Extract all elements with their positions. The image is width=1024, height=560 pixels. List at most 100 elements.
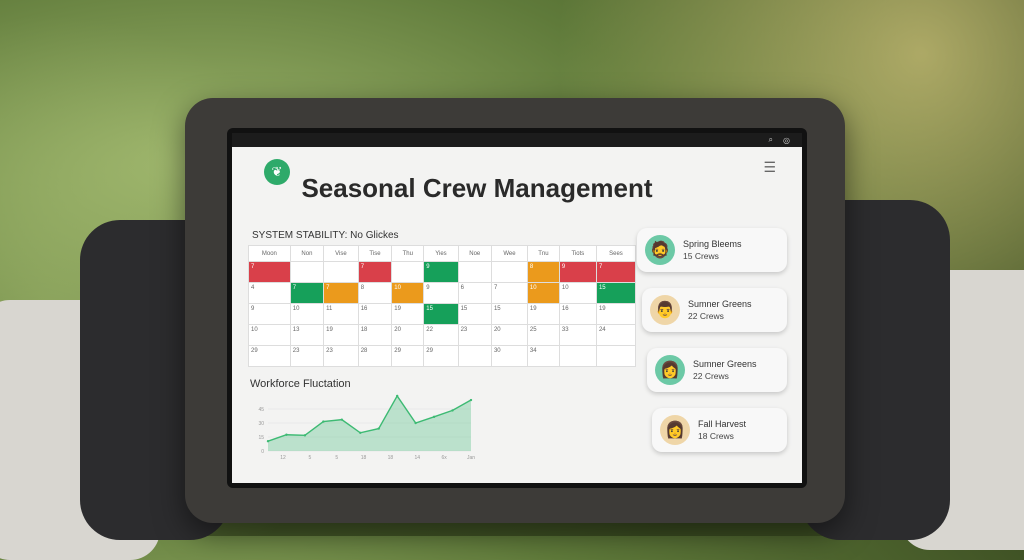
data-point [359, 431, 362, 434]
calendar-header: Yies [423, 245, 459, 262]
calendar-day-cell[interactable]: 19 [526, 303, 560, 325]
crew-name: Sumner Greens [693, 359, 757, 369]
calendar-day-cell[interactable]: 7 [289, 282, 325, 304]
calendar-day-cell[interactable]: 9 [248, 303, 291, 325]
x-tick-label: 5 [308, 455, 311, 461]
calendar-day-cell[interactable]: 23 [457, 324, 492, 346]
x-tick-label: 5 [335, 455, 338, 461]
calendar-day-cell[interactable]: 19 [391, 303, 425, 325]
calendar-day-cell[interactable]: 20 [391, 324, 425, 346]
calendar-day-cell[interactable]: 9 [423, 282, 459, 304]
calendar-row: 10 13 19 18 20 22 23 20 25 33 24 [248, 324, 637, 346]
calendar-day-cell[interactable]: 22 [423, 324, 459, 346]
screen: ⌕ ◎ ❦ ☰ Seasonal Crew Management SYSTEM … [232, 133, 802, 483]
calendar-day-cell[interactable]: 23 [323, 345, 359, 367]
calendar-day-cell[interactable]: 33 [558, 324, 597, 346]
calendar-day-cell[interactable]: 7 [490, 282, 528, 304]
calendar-day-cell[interactable]: 7 [248, 261, 291, 283]
calendar-header: Wee [490, 245, 528, 262]
calendar-day-cell[interactable]: 15 [595, 282, 637, 304]
calendar-day-cell[interactable]: 15 [490, 303, 528, 325]
calendar-day-cell[interactable]: 13 [289, 324, 325, 346]
crew-count: 22 Crews [688, 311, 724, 321]
y-tick-label: 30 [258, 421, 264, 427]
calendar-day-cell[interactable]: 10 [391, 282, 425, 304]
x-tick-label: 14 [415, 455, 421, 461]
calendar-day-cell[interactable]: 7 [323, 282, 359, 304]
calendar-header: Noe [457, 245, 492, 262]
calendar-row: 4 7 7 8 10 9 6 7 10 10 15 [248, 282, 637, 304]
calendar-day-cell[interactable]: 10 [289, 303, 325, 325]
tablet: ⌕ ◎ ❦ ☰ Seasonal Crew Management SYSTEM … [185, 98, 845, 523]
calendar-day-cell[interactable] [289, 261, 325, 283]
crew-card[interactable]: 👩 Fall Harvest 18 Crews [652, 408, 787, 452]
calendar-day-cell[interactable] [595, 345, 637, 367]
calendar-title: SYSTEM STABILITY: No Glickes [252, 230, 399, 241]
hamburger-icon[interactable]: ☰ [763, 159, 776, 175]
calendar-day-cell[interactable] [323, 261, 359, 283]
calendar-day-cell[interactable]: 34 [526, 345, 560, 367]
calendar-day-cell[interactable]: 15 [423, 303, 459, 325]
calendar-header: Tise [357, 245, 393, 262]
calendar-day-cell[interactable]: 9 [558, 261, 597, 283]
calendar-day-cell[interactable]: 8 [526, 261, 560, 283]
x-tick-label: 6x [442, 455, 448, 461]
calendar-day-cell[interactable]: 30 [490, 345, 528, 367]
calendar-day-cell[interactable]: 10 [558, 282, 597, 304]
y-tick-label: 15 [258, 435, 264, 441]
data-point [266, 440, 270, 443]
calendar-day-cell[interactable]: 6 [457, 282, 492, 304]
avatar: 👨 [650, 295, 680, 325]
tablet-bezel: ⌕ ◎ ❦ ☰ Seasonal Crew Management SYSTEM … [227, 128, 807, 488]
calendar-day-cell[interactable] [490, 261, 528, 283]
calendar-day-cell[interactable]: 29 [391, 345, 425, 367]
calendar-day-cell[interactable]: 28 [357, 345, 393, 367]
series-line [267, 394, 472, 442]
calendar-day-cell[interactable]: 29 [248, 345, 291, 367]
calendar-day-cell[interactable]: 20 [490, 324, 528, 346]
calendar-day-cell[interactable]: 29 [423, 345, 459, 367]
crew-card[interactable]: 👨 Sumner Greens 22 Crews [642, 288, 787, 332]
calendar-day-cell[interactable]: 19 [323, 324, 359, 346]
crew-name: Sumner Greens [688, 299, 752, 309]
crew-card[interactable]: 🧔 Spring Bleems 15 Crews [637, 228, 787, 272]
data-point [340, 418, 344, 421]
data-point [469, 398, 473, 402]
calendar-header: Thu [391, 245, 425, 262]
calendar-day-cell[interactable]: 9 [423, 261, 459, 283]
calendar-day-cell[interactable]: 25 [526, 324, 560, 346]
search-icon[interactable]: ⌕ [768, 135, 774, 144]
calendar-header: Vise [323, 245, 359, 262]
status-bar: ⌕ ◎ [232, 133, 802, 147]
calendar-day-cell[interactable]: 10 [526, 282, 560, 304]
calendar-day-cell[interactable] [558, 345, 597, 367]
calendar-day-cell[interactable]: 8 [357, 282, 393, 304]
calendar-day-cell[interactable]: 11 [323, 303, 359, 325]
calendar-day-cell[interactable]: 16 [558, 303, 597, 325]
calendar-day-cell[interactable] [391, 261, 425, 283]
calendar-day-cell[interactable]: 15 [457, 303, 492, 325]
calendar-day-cell[interactable]: 18 [357, 324, 393, 346]
settings-icon[interactable]: ◎ [783, 135, 790, 145]
data-point [395, 394, 399, 398]
calendar-day-cell[interactable]: 7 [595, 261, 637, 283]
crew-count: 22 Crews [693, 371, 729, 381]
avatar: 👩 [655, 355, 685, 385]
calendar-day-cell[interactable]: 10 [248, 324, 291, 346]
calendar-header: Non [289, 245, 325, 262]
calendar-day-cell[interactable]: 24 [595, 324, 637, 346]
calendar-day-cell[interactable] [457, 345, 492, 367]
x-tick-label: Jan [467, 455, 475, 461]
crew-card[interactable]: 👩 Sumner Greens 22 Crews [647, 348, 787, 392]
leaf-icon[interactable]: ❦ [264, 159, 290, 185]
calendar-day-cell[interactable]: 23 [289, 345, 325, 367]
calendar-day-cell[interactable]: 7 [357, 261, 393, 283]
calendar-day-cell[interactable]: 4 [248, 282, 291, 304]
calendar-day-cell[interactable] [457, 261, 492, 283]
calendar-day-cell[interactable]: 19 [595, 303, 637, 325]
data-point [303, 434, 307, 437]
calendar-day-cell[interactable]: 16 [357, 303, 393, 325]
calendar-row: 9 10 11 16 19 15 15 15 19 16 19 [248, 303, 637, 325]
area-fill [268, 395, 471, 451]
calendar-row: 29 23 23 28 29 29 30 34 [248, 345, 637, 367]
